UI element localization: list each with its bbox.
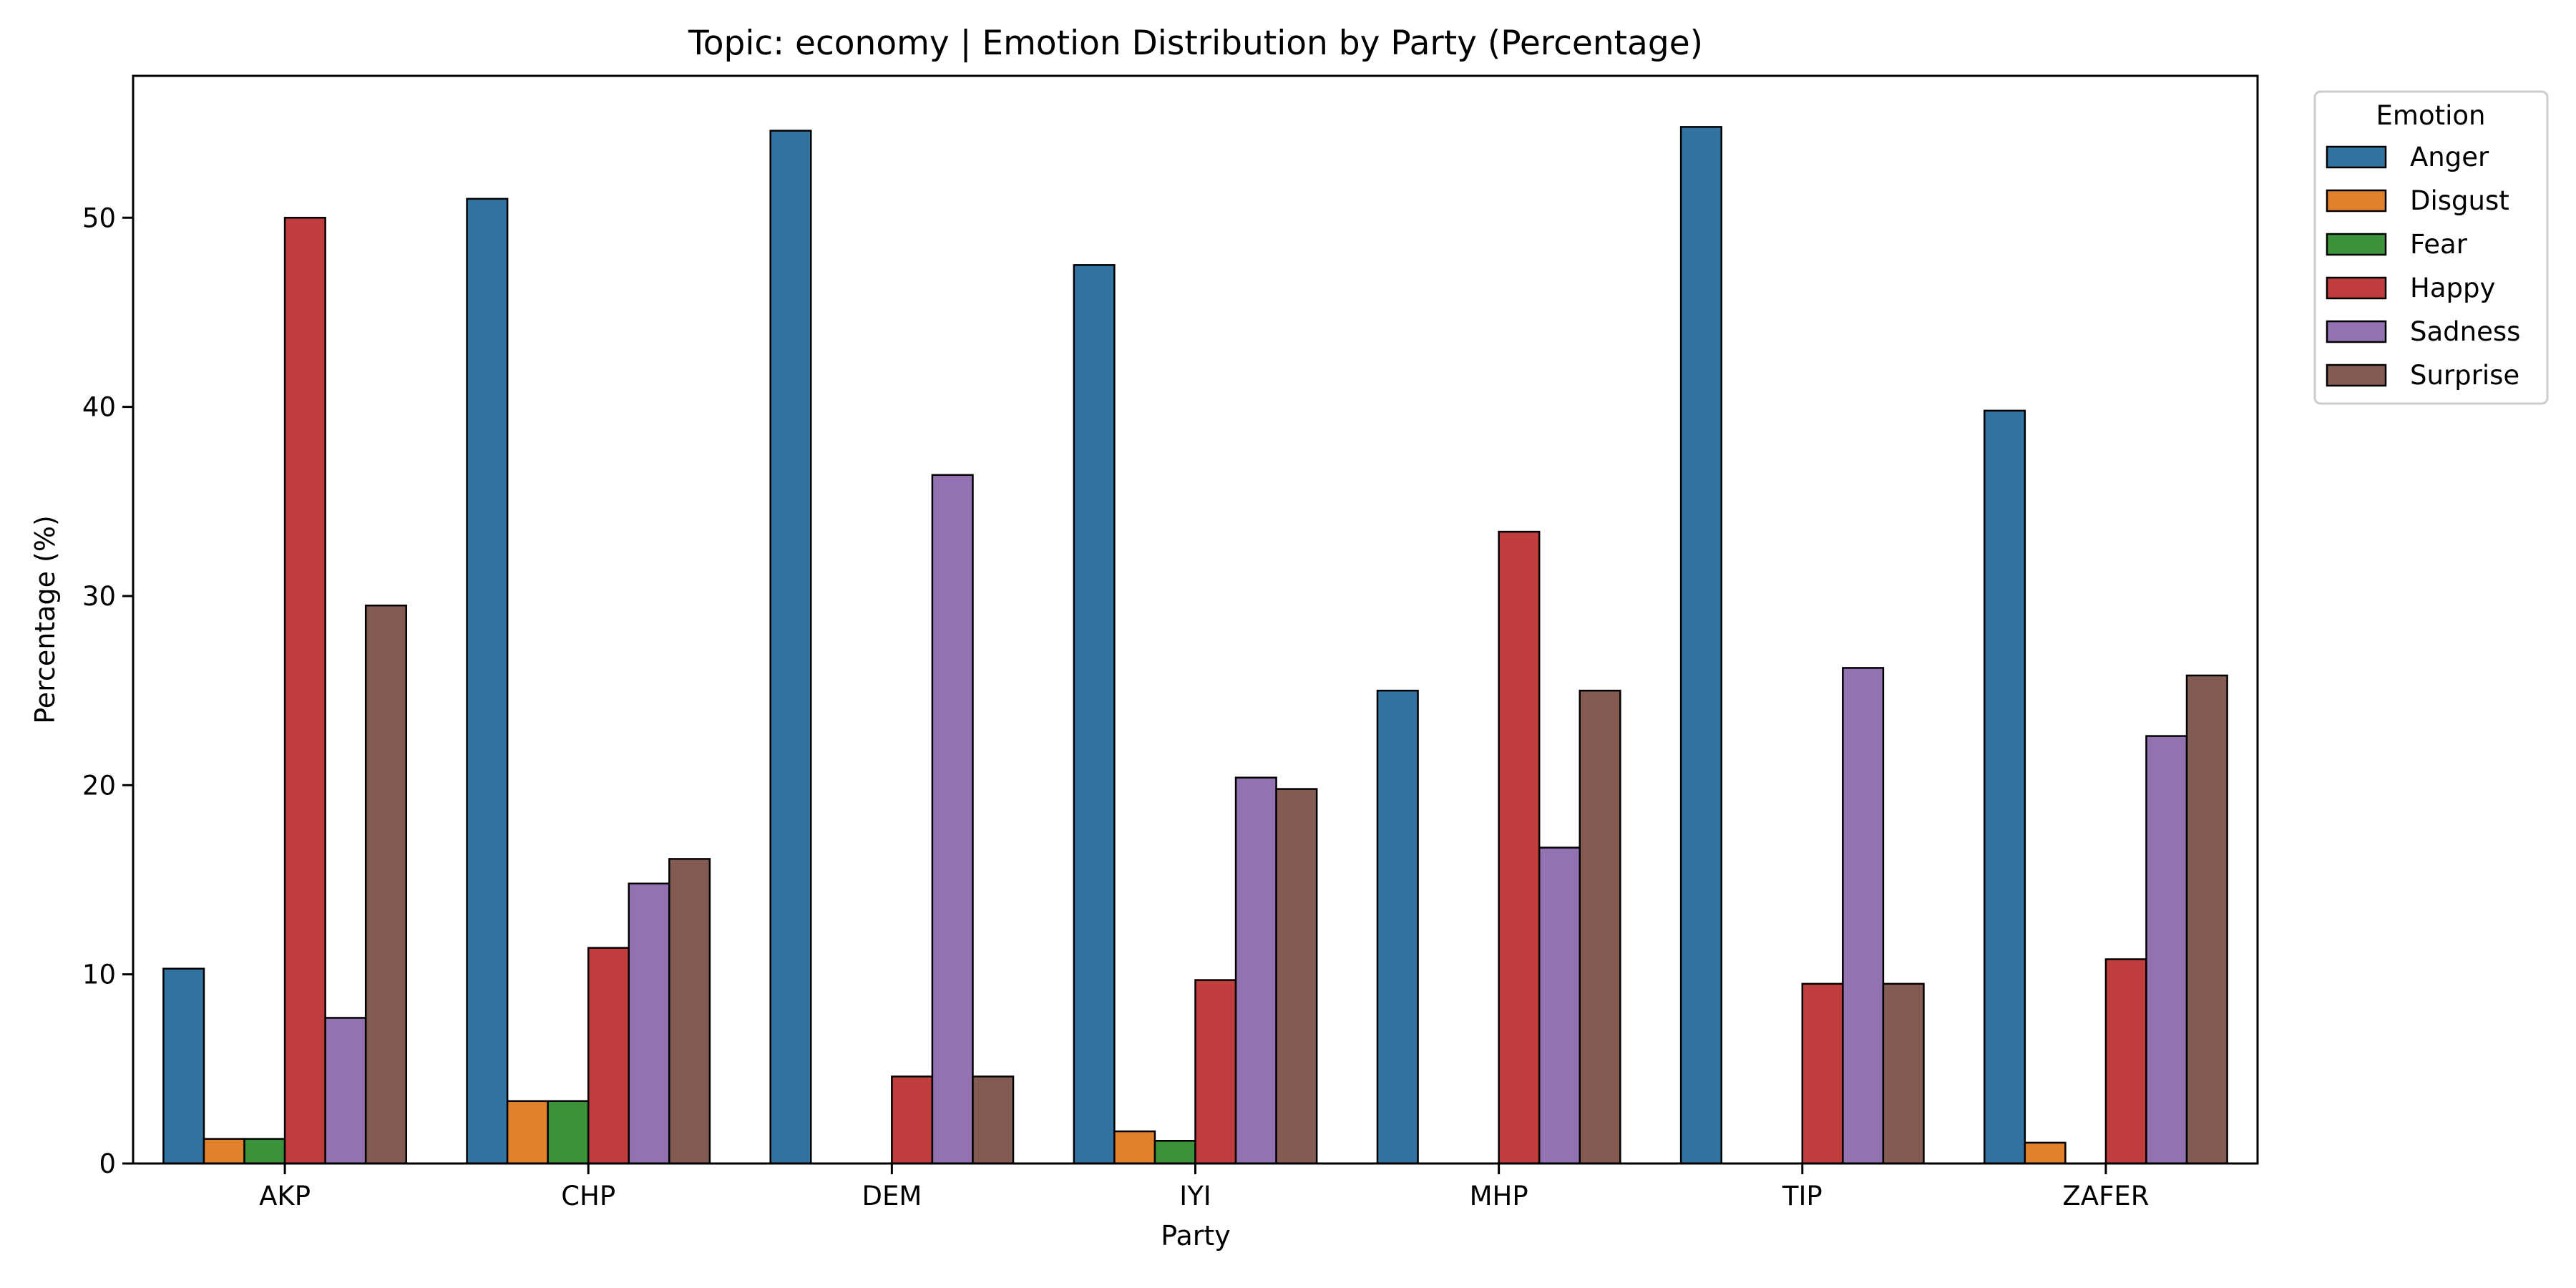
bar-happy-zafer xyxy=(2104,958,2147,1165)
bar-sadness-chp xyxy=(628,882,670,1165)
legend-swatch-anger xyxy=(2326,145,2387,169)
x-axis-label: Party xyxy=(1161,1220,1231,1252)
legend-swatch-fear xyxy=(2326,233,2387,256)
y-tick-label: 20 xyxy=(82,770,116,801)
bar-fear-akp xyxy=(243,1138,286,1165)
bar-sadness-akp xyxy=(324,1017,367,1165)
bar-disgust-akp xyxy=(203,1138,245,1165)
bars-layer xyxy=(162,126,2228,1165)
bar-happy-chp xyxy=(587,947,630,1165)
y-tick-label: 30 xyxy=(82,581,116,612)
bar-surprise-zafer xyxy=(2185,674,2228,1165)
legend-title: Emotion xyxy=(2376,100,2486,131)
y-axis: 0 10 20 30 40 50 xyxy=(82,203,133,1179)
y-tick-label: 0 xyxy=(99,1148,116,1179)
chart-title: Topic: economy | Emotion Distribution by… xyxy=(688,24,1703,63)
x-axis: AKP CHP DEM IYI MHP TIP ZAFER xyxy=(259,1163,2149,1211)
y-axis-label: Percentage (%) xyxy=(29,515,61,724)
bar-anger-zafer xyxy=(1984,409,2026,1165)
bar-surprise-chp xyxy=(668,858,711,1165)
legend-swatch-disgust xyxy=(2326,189,2387,213)
x-tick-label: MHP xyxy=(1470,1181,1528,1211)
x-tick-label: DEM xyxy=(862,1181,922,1211)
bar-happy-tip xyxy=(1801,982,1844,1165)
bar-anger-akp xyxy=(162,967,205,1165)
bar-happy-mhp xyxy=(1498,530,1541,1165)
bar-fear-iyi xyxy=(1153,1140,1196,1165)
x-tick-label: AKP xyxy=(259,1181,311,1211)
legend-label-sadness: Sadness xyxy=(2410,316,2520,347)
bar-anger-dem xyxy=(769,130,812,1165)
bar-anger-chp xyxy=(466,197,509,1165)
x-tick-label: TIP xyxy=(1782,1181,1823,1211)
legend: Emotion Anger Disgust Fear Happy Sadness Surpr… xyxy=(2313,90,2549,405)
bar-happy-akp xyxy=(283,217,326,1165)
bar-surprise-iyi xyxy=(1275,788,1318,1165)
bar-happy-iyi xyxy=(1194,979,1237,1165)
y-tick-label: 50 xyxy=(82,203,116,233)
bar-sadness-iyi xyxy=(1234,776,1277,1165)
bar-sadness-zafer xyxy=(2145,735,2188,1165)
bar-fear-chp xyxy=(547,1100,590,1165)
bar-disgust-chp xyxy=(506,1100,549,1165)
bar-anger-tip xyxy=(1679,126,1722,1165)
legend-swatch-surprise xyxy=(2326,364,2387,387)
x-tick-label: ZAFER xyxy=(2062,1181,2149,1211)
bar-sadness-tip xyxy=(1842,667,1885,1165)
bar-sadness-dem xyxy=(931,474,974,1165)
bar-surprise-mhp xyxy=(1579,689,1621,1165)
legend-label-happy: Happy xyxy=(2410,273,2495,303)
bar-surprise-akp xyxy=(364,604,407,1165)
bar-sadness-mhp xyxy=(1538,847,1581,1165)
bar-surprise-dem xyxy=(972,1075,1015,1165)
legend-label-fear: Fear xyxy=(2410,229,2468,260)
y-tick-label: 40 xyxy=(82,392,116,423)
legend-label-disgust: Disgust xyxy=(2410,185,2509,216)
legend-label-surprise: Surprise xyxy=(2410,360,2519,391)
y-tick-label: 10 xyxy=(82,960,116,990)
bar-anger-mhp xyxy=(1376,689,1419,1165)
bar-anger-iyi xyxy=(1073,264,1116,1165)
legend-swatch-happy xyxy=(2326,276,2387,300)
legend-label-anger: Anger xyxy=(2410,142,2489,172)
bar-disgust-zafer xyxy=(2024,1141,2067,1165)
x-tick-label: CHP xyxy=(561,1181,615,1211)
legend-swatch-sadness xyxy=(2326,320,2387,343)
bar-happy-dem xyxy=(891,1075,934,1165)
x-tick-label: IYI xyxy=(1179,1181,1211,1211)
bar-surprise-tip xyxy=(1882,982,1925,1165)
bar-disgust-iyi xyxy=(1113,1130,1156,1165)
